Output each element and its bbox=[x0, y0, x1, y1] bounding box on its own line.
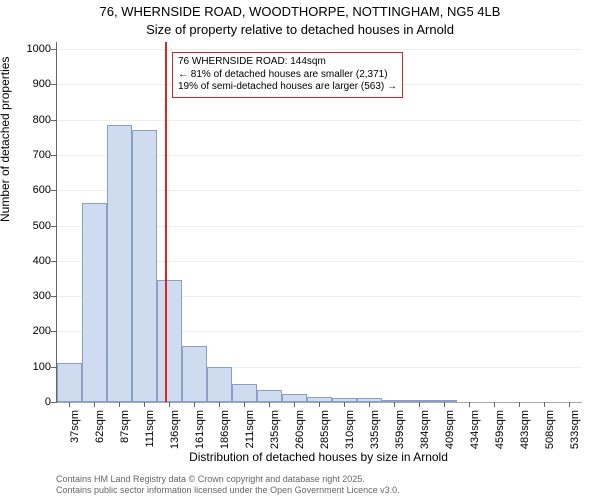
chart-title-sub: Size of property relative to detached ho… bbox=[0, 22, 600, 37]
histogram-bar bbox=[257, 390, 282, 402]
xtick-mark bbox=[194, 402, 195, 407]
ytick-label: 800 bbox=[33, 114, 51, 126]
ytick-label: 600 bbox=[33, 184, 51, 196]
callout-line-1: ← 81% of detached houses are smaller (2,… bbox=[178, 69, 397, 82]
ytick-mark bbox=[51, 84, 56, 85]
ytick-mark bbox=[51, 367, 56, 368]
histogram-bar bbox=[82, 203, 107, 402]
x-axis-label: Distribution of detached houses by size … bbox=[56, 450, 581, 464]
xtick-mark bbox=[294, 402, 295, 407]
histogram-bar bbox=[432, 400, 457, 402]
callout-box: 76 WHERNSIDE ROAD: 144sqm← 81% of detach… bbox=[172, 52, 403, 98]
gridline bbox=[57, 402, 582, 403]
histogram-bar bbox=[332, 398, 357, 402]
ytick-mark bbox=[51, 120, 56, 121]
ytick-label: 200 bbox=[33, 325, 51, 337]
xtick-label: 533sqm bbox=[569, 410, 581, 450]
ytick-mark bbox=[51, 331, 56, 332]
xtick-mark bbox=[269, 402, 270, 407]
ytick-mark bbox=[51, 296, 56, 297]
xtick-label: 161sqm bbox=[194, 410, 206, 450]
xtick-mark bbox=[469, 402, 470, 407]
ytick-mark bbox=[51, 261, 56, 262]
xtick-label: 62sqm bbox=[94, 410, 106, 450]
callout-line-2: 19% of semi-detached houses are larger (… bbox=[178, 81, 397, 94]
footer-line-2: Contains public sector information licen… bbox=[56, 485, 400, 496]
histogram-bar bbox=[307, 397, 332, 402]
xtick-mark bbox=[169, 402, 170, 407]
xtick-label: 310sqm bbox=[344, 410, 356, 450]
xtick-label: 37sqm bbox=[69, 410, 81, 450]
xtick-mark bbox=[219, 402, 220, 407]
gridline bbox=[57, 120, 582, 121]
histogram-bar bbox=[382, 400, 407, 402]
gridline bbox=[57, 49, 582, 50]
xtick-label: 434sqm bbox=[469, 410, 481, 450]
xtick-label: 508sqm bbox=[544, 410, 556, 450]
xtick-mark bbox=[319, 402, 320, 407]
xtick-label: 111sqm bbox=[144, 410, 156, 450]
xtick-mark bbox=[494, 402, 495, 407]
xtick-mark bbox=[144, 402, 145, 407]
ytick-label: 500 bbox=[33, 220, 51, 232]
y-axis-label: Number of detached properties bbox=[0, 57, 12, 222]
ytick-mark bbox=[51, 155, 56, 156]
xtick-label: 459sqm bbox=[494, 410, 506, 450]
ytick-mark bbox=[51, 49, 56, 50]
ytick-mark bbox=[51, 402, 56, 403]
xtick-label: 483sqm bbox=[519, 410, 531, 450]
ytick-label: 400 bbox=[33, 255, 51, 267]
xtick-mark bbox=[569, 402, 570, 407]
xtick-mark bbox=[119, 402, 120, 407]
xtick-mark bbox=[394, 402, 395, 407]
histogram-bar bbox=[407, 400, 432, 402]
xtick-label: 359sqm bbox=[394, 410, 406, 450]
histogram-bar bbox=[357, 398, 382, 402]
xtick-label: 235sqm bbox=[269, 410, 281, 450]
plot-area: 76 WHERNSIDE ROAD: 144sqm← 81% of detach… bbox=[56, 42, 582, 403]
xtick-mark bbox=[244, 402, 245, 407]
chart-title-main: 76, WHERNSIDE ROAD, WOODTHORPE, NOTTINGH… bbox=[0, 4, 600, 19]
ytick-label: 100 bbox=[33, 361, 51, 373]
histogram-bar bbox=[57, 363, 82, 402]
callout-title: 76 WHERNSIDE ROAD: 144sqm bbox=[178, 56, 397, 69]
xtick-label: 285sqm bbox=[319, 410, 331, 450]
xtick-mark bbox=[444, 402, 445, 407]
reference-line bbox=[165, 42, 167, 402]
xtick-label: 211sqm bbox=[244, 410, 256, 450]
xtick-mark bbox=[94, 402, 95, 407]
xtick-mark bbox=[344, 402, 345, 407]
xtick-label: 260sqm bbox=[294, 410, 306, 450]
xtick-label: 87sqm bbox=[119, 410, 131, 450]
ytick-label: 0 bbox=[45, 396, 51, 408]
xtick-mark bbox=[369, 402, 370, 407]
xtick-mark bbox=[519, 402, 520, 407]
histogram-bar bbox=[182, 346, 207, 402]
xtick-label: 409sqm bbox=[444, 410, 456, 450]
xtick-label: 384sqm bbox=[419, 410, 431, 450]
ytick-label: 900 bbox=[33, 78, 51, 90]
xtick-mark bbox=[544, 402, 545, 407]
xtick-mark bbox=[69, 402, 70, 407]
footer-attribution: Contains HM Land Registry data © Crown c… bbox=[56, 474, 400, 496]
xtick-label: 186sqm bbox=[219, 410, 231, 450]
ytick-mark bbox=[51, 190, 56, 191]
ytick-mark bbox=[51, 226, 56, 227]
histogram-bar bbox=[282, 394, 307, 402]
histogram-bar bbox=[107, 125, 132, 402]
footer-line-1: Contains HM Land Registry data © Crown c… bbox=[56, 474, 400, 485]
ytick-label: 700 bbox=[33, 149, 51, 161]
chart-container: 76, WHERNSIDE ROAD, WOODTHORPE, NOTTINGH… bbox=[0, 0, 600, 500]
histogram-bar bbox=[157, 280, 182, 402]
xtick-mark bbox=[419, 402, 420, 407]
ytick-label: 300 bbox=[33, 290, 51, 302]
ytick-label: 1000 bbox=[27, 43, 51, 55]
xtick-label: 136sqm bbox=[169, 410, 181, 450]
histogram-bar bbox=[232, 384, 257, 402]
histogram-bar bbox=[207, 367, 232, 402]
xtick-label: 335sqm bbox=[369, 410, 381, 450]
histogram-bar bbox=[132, 130, 157, 402]
